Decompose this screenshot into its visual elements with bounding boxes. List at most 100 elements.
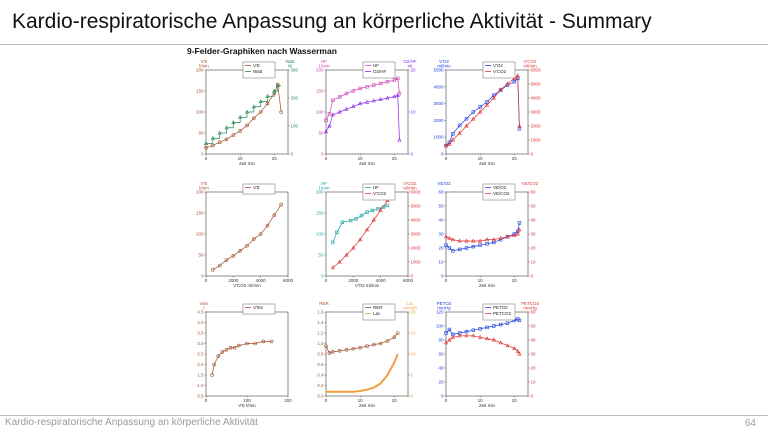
left-axis-tick-label: 10 — [438, 260, 444, 265]
data-point — [478, 109, 483, 114]
data-point — [471, 333, 476, 338]
data-point — [335, 230, 339, 235]
data-point — [491, 95, 496, 100]
left-axis-tick-label: 150 — [196, 211, 204, 216]
legend: HFV'CO2 — [362, 183, 396, 201]
left-axis-tick-label: 5000 — [433, 68, 444, 73]
data-point — [464, 246, 469, 250]
right-axis-tick-label: 0 — [411, 274, 414, 279]
legend-box — [362, 61, 396, 79]
legend-box — [482, 303, 516, 321]
data-point — [224, 347, 229, 352]
left-axis-tick-label: 3000 — [433, 101, 444, 106]
x-axis-tick-label: 0 — [205, 278, 208, 283]
data-point — [224, 125, 229, 130]
left-axis-tick-label: 0.6 — [317, 362, 324, 367]
left-axis-tick-label: 150 — [316, 211, 324, 216]
left-axis-tick-label: 60 — [438, 190, 444, 195]
x-axis-tick-label: 200 — [284, 398, 292, 403]
x-axis-tick-label: 100 — [243, 398, 251, 403]
left-axis-tick-label: 1.2 — [317, 331, 324, 336]
right-axis-tick-label: 100 — [291, 124, 299, 129]
data-point — [203, 141, 209, 145]
legend-label: PETO2 — [493, 305, 508, 310]
left-axis-unit: Vtex — [199, 301, 209, 306]
plot-frame — [205, 311, 289, 397]
data-point — [358, 101, 363, 106]
left-axis-tick-label: 0.4 — [317, 373, 324, 378]
series-line-lac — [326, 353, 399, 393]
legend: V'O2V'CO2 — [482, 61, 516, 79]
right-axis-tick-label: 0 — [531, 394, 534, 399]
x-axis-unit: Zeit min — [479, 161, 496, 166]
left-axis-tick-label: 1.6 — [317, 310, 324, 315]
data-point — [212, 362, 217, 367]
data-point — [364, 99, 370, 104]
data-point — [365, 210, 369, 214]
right-axis-tick-label: 0 — [411, 394, 414, 399]
right-axis-tick-label: 4000 — [531, 96, 542, 101]
series-line-vco2 — [445, 74, 520, 146]
left-axis-tick-label: 150 — [196, 89, 204, 94]
data-point — [211, 267, 215, 272]
right-axis-tick-label: 60 — [531, 190, 537, 195]
data-point — [231, 120, 236, 124]
data-point — [471, 328, 476, 332]
legend-label: Lac — [373, 311, 381, 316]
data-point — [498, 322, 503, 327]
data-point — [217, 130, 222, 135]
left-axis-unit: RER — [319, 301, 329, 306]
data-point — [244, 109, 250, 114]
x-axis-tick-label: 0 — [445, 156, 448, 161]
x-axis-tick-label: 20 — [272, 156, 278, 161]
chart-panel-9: 020406080100120PETO2mmHg0102030405060PET… — [436, 301, 540, 408]
left-axis-tick-label: 80 — [438, 338, 444, 343]
legend-label: V'CO2 — [493, 69, 507, 74]
right-axis-tick-label: 1000 — [411, 260, 422, 265]
left-axis-tick-label: 4000 — [433, 84, 444, 89]
left-axis-tick-label: 4.0 — [197, 320, 204, 325]
data-point — [217, 140, 222, 145]
x-axis-tick-label: 10 — [358, 398, 364, 403]
right-axis-tick-label: 20 — [411, 68, 417, 73]
data-point — [204, 145, 208, 150]
data-point — [224, 137, 229, 142]
data-point — [464, 117, 469, 121]
left-axis-unit: 1/min — [318, 64, 330, 69]
page-number: 64 — [744, 418, 756, 429]
data-point — [517, 123, 522, 128]
right-axis-unit: W — [288, 64, 293, 69]
data-point — [370, 208, 375, 213]
data-point — [372, 83, 376, 87]
data-point — [451, 249, 455, 253]
left-axis-tick-label: 100 — [316, 110, 324, 115]
left-axis-tick-label: 0.8 — [317, 352, 324, 357]
data-point — [245, 341, 249, 346]
x-axis-unit: Zeit min — [359, 403, 376, 408]
data-point — [359, 213, 364, 218]
data-point — [464, 238, 469, 243]
legend-label: V'CO2 — [373, 191, 387, 196]
data-point — [443, 340, 449, 345]
section-title: 9-Felder-Graphiken nach Wasserman — [187, 46, 337, 56]
left-axis-tick-label: 1.0 — [317, 341, 324, 346]
x-axis-tick-label: 0 — [445, 398, 448, 403]
data-point — [457, 238, 462, 243]
data-point — [450, 334, 455, 339]
data-point — [238, 114, 243, 119]
legend-label: RER — [373, 305, 383, 310]
legend-label: VE/O2 — [493, 185, 507, 190]
data-point — [331, 350, 335, 354]
data-point — [344, 252, 349, 257]
x-axis-unit: V'O2 ml/min — [355, 283, 380, 288]
right-axis-tick-label: 5000 — [411, 204, 422, 209]
legend-label: O2/HF — [373, 69, 387, 74]
x-axis-tick-label: 6000 — [403, 278, 414, 283]
x-axis-tick-label: 0 — [325, 278, 328, 283]
data-point — [337, 109, 342, 114]
